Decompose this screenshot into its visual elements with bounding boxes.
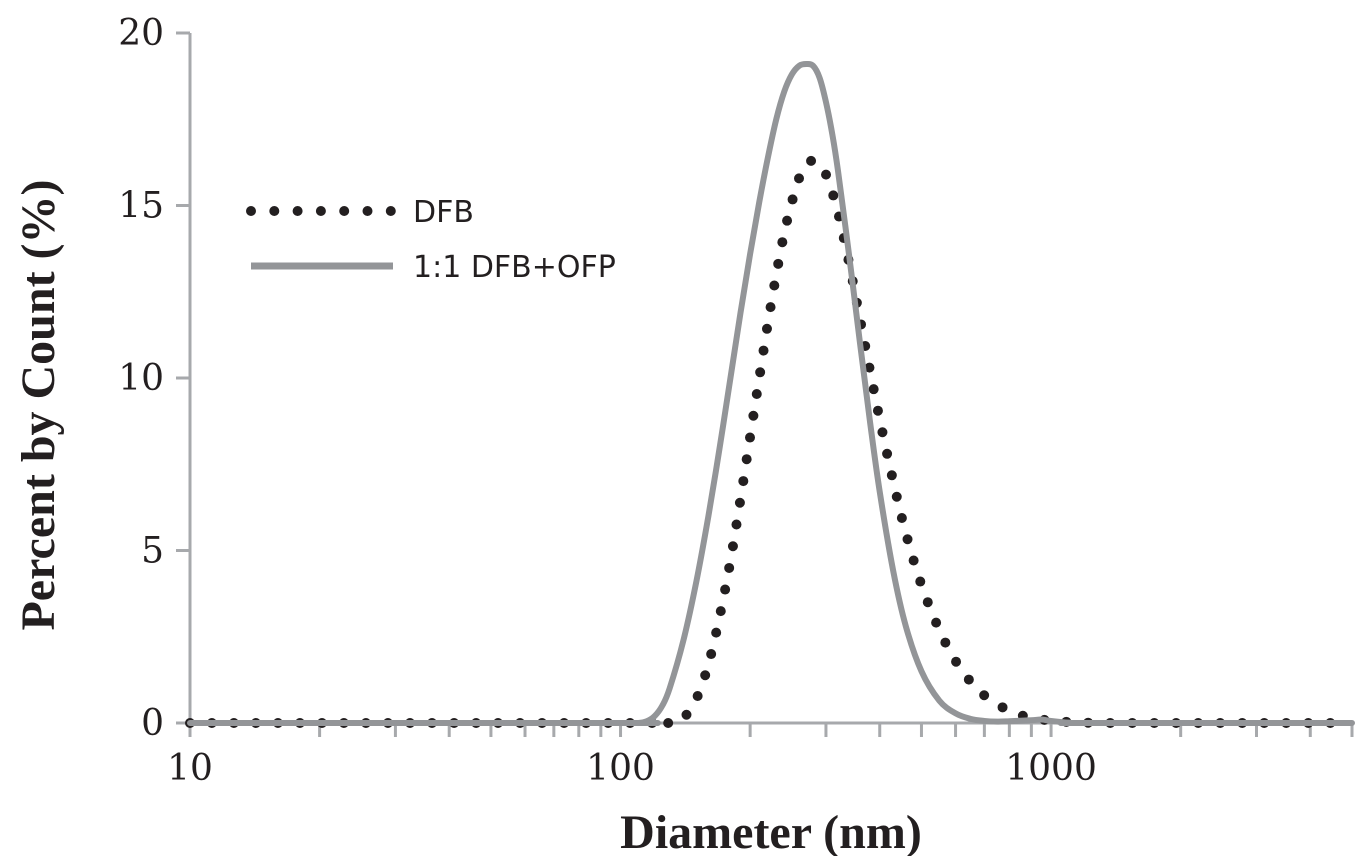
y-tick-label: 15 — [118, 186, 164, 227]
series-group — [185, 60, 1355, 729]
y-tick-label: 10 — [118, 358, 164, 399]
y-tick-label: 5 — [141, 531, 164, 572]
y-axis-title: Percent by Count (%) — [12, 179, 65, 630]
y-tick-label: 20 — [118, 13, 164, 54]
axes: 0 5 10 15 20 10 100 1000 — [118, 13, 1354, 789]
series-dfb-ofp-line — [187, 60, 1355, 727]
x-tick-label: 10 — [167, 748, 213, 789]
legend-dfb-label: DFB — [413, 195, 474, 230]
legend: DFB 1:1 DFB+OFP — [246, 195, 616, 285]
y-tick-label: 0 — [141, 703, 164, 744]
x-tick-label: 1000 — [1005, 748, 1097, 789]
series-dfb-line — [185, 155, 1355, 729]
legend-mix-label: 1:1 DFB+OFP — [413, 250, 616, 285]
x-tick-label: 100 — [586, 748, 655, 789]
x-axis-title: Diameter (nm) — [620, 806, 922, 856]
